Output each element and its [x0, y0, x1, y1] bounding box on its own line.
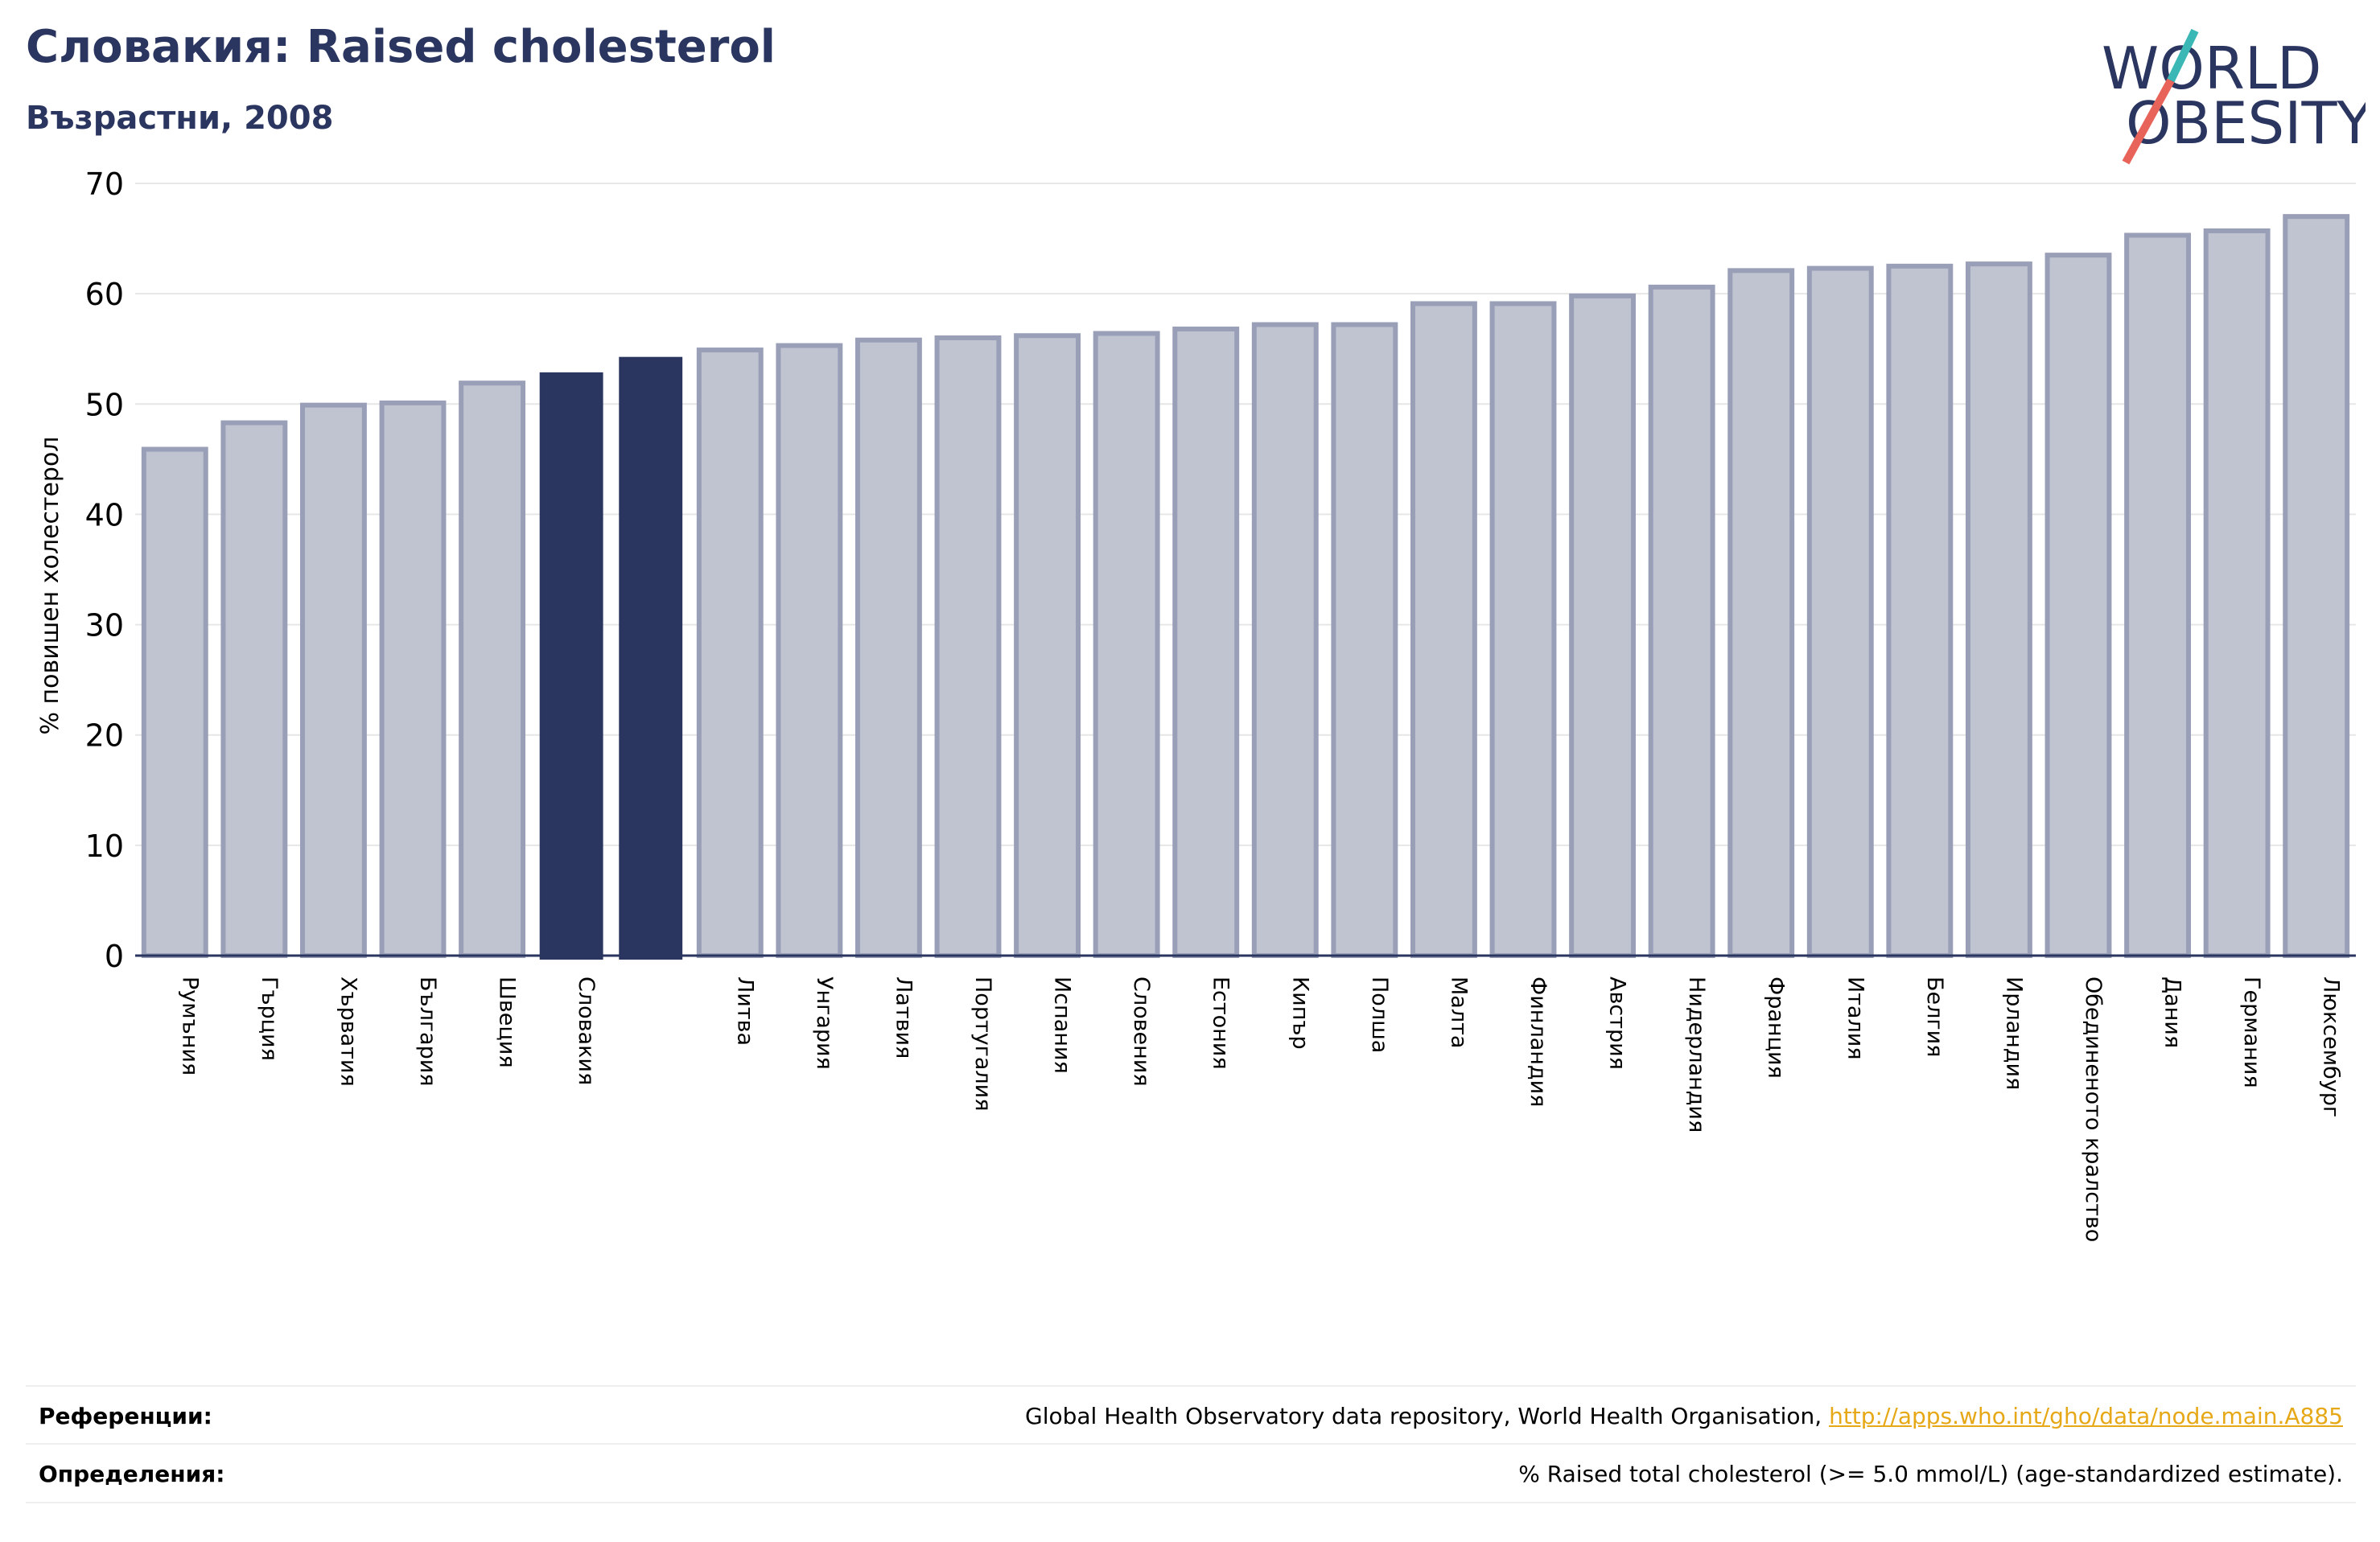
references-source: Global Health Observatory data repositor…	[1025, 1403, 1830, 1429]
bar	[1727, 268, 1795, 959]
y-tick-label: 60	[85, 277, 124, 312]
x-tick-label: Латвия	[891, 977, 916, 1059]
bar	[220, 420, 288, 958]
bar	[2203, 228, 2271, 958]
x-tick-label: Обединеното кралство	[2081, 977, 2106, 1242]
x-tick-label: Люксембург	[2319, 977, 2344, 1117]
bar	[1965, 261, 2032, 959]
bar	[1648, 284, 1715, 958]
bar	[854, 337, 922, 958]
bar	[1569, 293, 1637, 958]
x-tick-label: Финландия	[1526, 977, 1550, 1107]
x-tick-label: България	[415, 977, 440, 1087]
bar	[1251, 322, 1319, 958]
references-label: Референции:	[39, 1403, 212, 1429]
bar	[1886, 263, 1954, 959]
bar	[776, 343, 843, 959]
bar	[459, 380, 526, 958]
x-axis-labels: Румъния Гърция Хърватия България Швеция Слова…	[177, 977, 2343, 1242]
definitions-label: Определения:	[39, 1461, 225, 1487]
x-tick-label: Литва	[732, 977, 757, 1046]
references-link[interactable]: http://apps.who.int/gho/data/node.main.A…	[1829, 1403, 2343, 1429]
x-tick-label: Германия	[2239, 977, 2264, 1088]
x-tick-label: Румъния	[177, 977, 202, 1075]
bar	[1331, 322, 1398, 958]
bar	[141, 446, 208, 958]
bar	[934, 335, 1002, 958]
x-tick-label: Белгия	[1922, 977, 1947, 1057]
x-tick-label: Унгария	[812, 977, 837, 1070]
x-tick-label: Словакия	[574, 977, 599, 1085]
y-tick-label: 30	[85, 608, 124, 644]
x-tick-label: Швеция	[495, 977, 520, 1068]
y-tick-label: 50	[85, 387, 124, 422]
footer-definitions-row: Определения: % Raised total cholesterol …	[26, 1443, 2356, 1501]
y-tick-label: 0	[105, 939, 124, 974]
bars	[141, 214, 2350, 960]
bar	[379, 400, 447, 958]
bar	[539, 372, 603, 960]
references-text: Global Health Observatory data repositor…	[1025, 1403, 2343, 1429]
x-tick-label: Франция	[1764, 977, 1789, 1079]
bar	[1172, 327, 1240, 958]
x-tick-label: Испания	[1050, 977, 1075, 1074]
world-obesity-logo: WORLD OBESITY	[2102, 28, 2366, 165]
x-tick-label: Кипър	[1287, 977, 1312, 1050]
logo-text-obesity: OBESITY	[2126, 89, 2366, 157]
bar	[299, 402, 367, 958]
y-tick-label: 70	[85, 167, 124, 202]
x-tick-label: Ирландия	[2001, 977, 2026, 1090]
y-tick-label: 10	[85, 829, 124, 864]
bar-chart: 0 10 20 30 40 50 60 70 Румъния Гърция Хърватия Бъл…	[36, 167, 2356, 1242]
bar	[619, 356, 683, 960]
bar	[1806, 265, 1874, 959]
definitions-text: % Raised total cholesterol (>= 5.0 mmol/…	[1518, 1461, 2343, 1487]
x-tick-label: Малта	[1446, 977, 1471, 1048]
logo-slash-top	[2167, 28, 2199, 83]
x-tick-label: Дания	[2160, 977, 2185, 1048]
x-tick-label: Италия	[1843, 977, 1867, 1060]
y-tick-label: 40	[85, 497, 124, 533]
bar	[2283, 214, 2350, 958]
chart-subtitle: Възрастни, 2008	[26, 100, 334, 137]
x-tick-label: Полша	[1367, 977, 1392, 1053]
y-axis-label: % повишен холестерол	[36, 437, 64, 735]
bar	[2124, 232, 2192, 958]
x-tick-label: Нидерландия	[1684, 977, 1709, 1133]
x-tick-label: Португалия	[970, 977, 995, 1111]
x-tick-label: Словения	[1129, 977, 1154, 1087]
bar	[1014, 333, 1081, 958]
y-axis-ticks: 0 10 20 30 40 50 60 70	[85, 167, 124, 974]
bar	[1093, 331, 1160, 958]
x-tick-label: Естония	[1209, 977, 1233, 1070]
bar	[1489, 301, 1557, 958]
footer-references-row: Референции: Global Health Observatory da…	[26, 1385, 2356, 1443]
x-tick-label: Гърция	[257, 977, 282, 1061]
bar	[2044, 253, 2112, 958]
y-tick-label: 20	[85, 718, 124, 754]
logo-slash-bottom	[2122, 78, 2175, 165]
bar	[696, 347, 764, 959]
bar	[1410, 301, 1477, 958]
footer-divider	[26, 1502, 2356, 1503]
x-tick-label: Австрия	[1605, 977, 1630, 1070]
logo-text-world: WORLD	[2102, 35, 2321, 102]
chart-title: Словакия: Raised cholesterol	[26, 21, 776, 73]
x-tick-label: Хърватия	[336, 977, 360, 1087]
